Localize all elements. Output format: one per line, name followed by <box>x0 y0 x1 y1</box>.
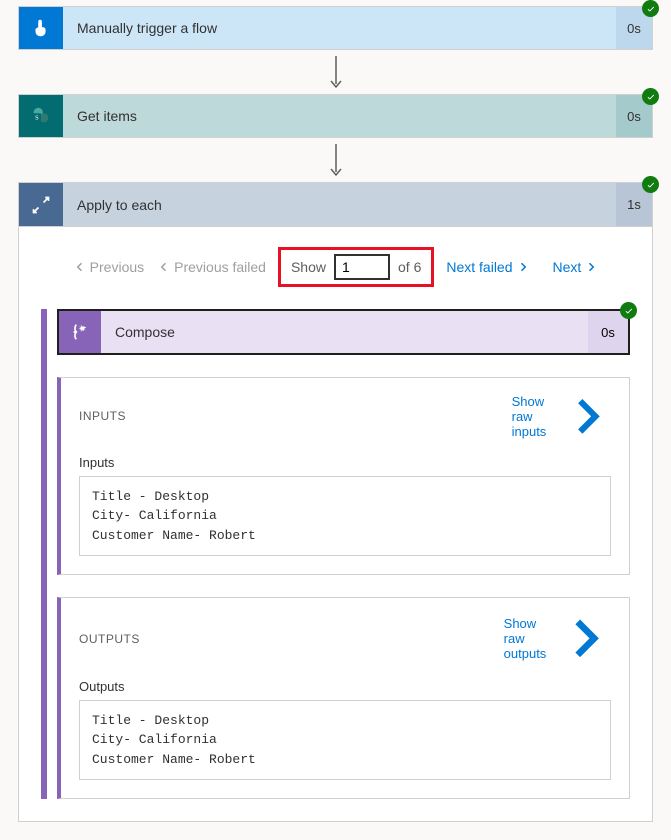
inputs-heading: INPUTS <box>79 409 126 423</box>
trigger-card[interactable]: Manually trigger a flow 0s <box>18 6 653 50</box>
apply-to-each-title: Apply to each <box>63 183 616 226</box>
trigger-title: Manually trigger a flow <box>63 7 616 49</box>
connector-arrow <box>18 138 653 182</box>
loop-icon <box>19 183 63 226</box>
success-icon <box>620 302 637 319</box>
iteration-input[interactable] <box>334 254 390 280</box>
success-icon <box>642 88 659 105</box>
apply-to-each-container: Apply to each 1s Previous Previous faile… <box>18 182 653 822</box>
previous-button[interactable]: Previous <box>74 259 144 275</box>
of-label: of 6 <box>398 259 421 275</box>
compose-header[interactable]: Compose 0s <box>57 309 630 355</box>
show-raw-inputs-link[interactable]: Show raw inputs <box>512 392 611 441</box>
show-raw-outputs-link[interactable]: Show raw outputs <box>504 612 611 665</box>
touch-icon <box>19 7 63 49</box>
svg-text:S: S <box>35 115 39 122</box>
inputs-content: Title - Desktop City- California Custome… <box>79 476 611 557</box>
compose-icon <box>59 311 101 353</box>
show-highlight: Show of 6 <box>278 247 434 287</box>
outputs-sublabel: Outputs <box>79 679 611 694</box>
success-icon <box>642 176 659 193</box>
outputs-content: Title - Desktop City- California Custome… <box>79 700 611 781</box>
next-button[interactable]: Next <box>553 259 598 275</box>
inputs-block: INPUTS Show raw inputs Inputs Title - De… <box>57 377 630 575</box>
show-label: Show <box>291 259 326 275</box>
get-items-card[interactable]: S Get items 0s <box>18 94 653 138</box>
success-icon <box>642 0 659 17</box>
compose-title: Compose <box>101 311 588 353</box>
previous-failed-button[interactable]: Previous failed <box>158 259 266 275</box>
next-failed-button[interactable]: Next failed <box>446 259 528 275</box>
outputs-block: OUTPUTS Show raw outputs Outputs Title -… <box>57 597 630 799</box>
outputs-heading: OUTPUTS <box>79 632 140 646</box>
inputs-sublabel: Inputs <box>79 455 611 470</box>
sharepoint-icon: S <box>19 95 63 137</box>
iteration-pager: Previous Previous failed Show of 6 Next … <box>41 247 630 287</box>
apply-to-each-header[interactable]: Apply to each 1s <box>19 183 652 227</box>
get-items-title: Get items <box>63 95 616 137</box>
compose-container: Compose 0s INPUTS Show raw inputs <box>41 309 630 799</box>
compose-duration: 0s <box>588 311 628 353</box>
connector-arrow <box>18 50 653 94</box>
